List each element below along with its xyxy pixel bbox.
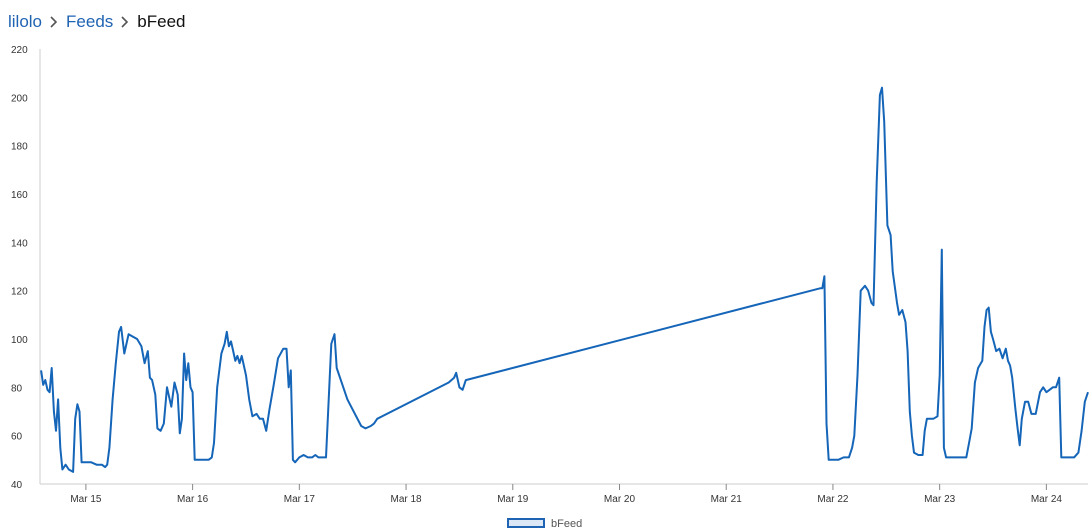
legend-label: bFeed — [551, 518, 583, 530]
x-tick-label: Mar 23 — [924, 494, 956, 504]
breadcrumb-link-feeds[interactable]: Feeds — [66, 12, 114, 31]
breadcrumb-link-lilolo[interactable]: lilolo — [8, 12, 43, 31]
y-tick-label: 220 — [11, 45, 28, 56]
y-tick-label: 200 — [11, 93, 28, 104]
x-tick-label: Mar 18 — [390, 494, 422, 504]
y-tick-label: 180 — [11, 142, 28, 153]
y-tick-label: 140 — [11, 238, 28, 249]
x-tick-label: Mar 16 — [177, 494, 209, 504]
breadcrumb: lilolo Feeds bFeed — [8, 9, 185, 35]
line-chart: 40 60 80 100 120 140 160 180 200 220 Mar 15 Mar 16… — [11, 45, 1089, 504]
y-tick-label: 40 — [11, 480, 23, 491]
x-tick-label: Mar 17 — [284, 494, 316, 504]
x-tick-label: Mar 21 — [711, 494, 743, 504]
y-tick-label: 120 — [11, 287, 28, 298]
series-layer — [40, 86, 1089, 473]
x-tick-label: Mar 22 — [817, 494, 849, 504]
y-axis: 40 60 80 100 120 140 160 180 200 220 — [11, 45, 41, 491]
series-line-bfeed — [40, 86, 1089, 473]
x-axis: Mar 15 Mar 16 Mar 17 Mar 18 Mar 19 Mar 20 Mar … — [40, 483, 1088, 504]
y-tick-label: 160 — [11, 190, 28, 201]
x-tick-label: Mar 19 — [497, 494, 529, 504]
y-tick-label: 80 — [11, 383, 23, 394]
y-tick-label: 100 — [11, 335, 28, 346]
x-tick-label: Mar 20 — [604, 494, 636, 504]
legend-swatch — [507, 518, 545, 528]
x-tick-label: Mar 15 — [70, 494, 102, 504]
breadcrumb-current-bfeed: bFeed — [137, 12, 186, 31]
x-tick-label: Mar 24 — [1031, 494, 1063, 504]
chevron-right-icon — [113, 11, 137, 33]
y-tick-label: 60 — [11, 432, 23, 443]
chevron-right-icon — [42, 11, 66, 33]
legend[interactable]: bFeed — [507, 518, 582, 530]
